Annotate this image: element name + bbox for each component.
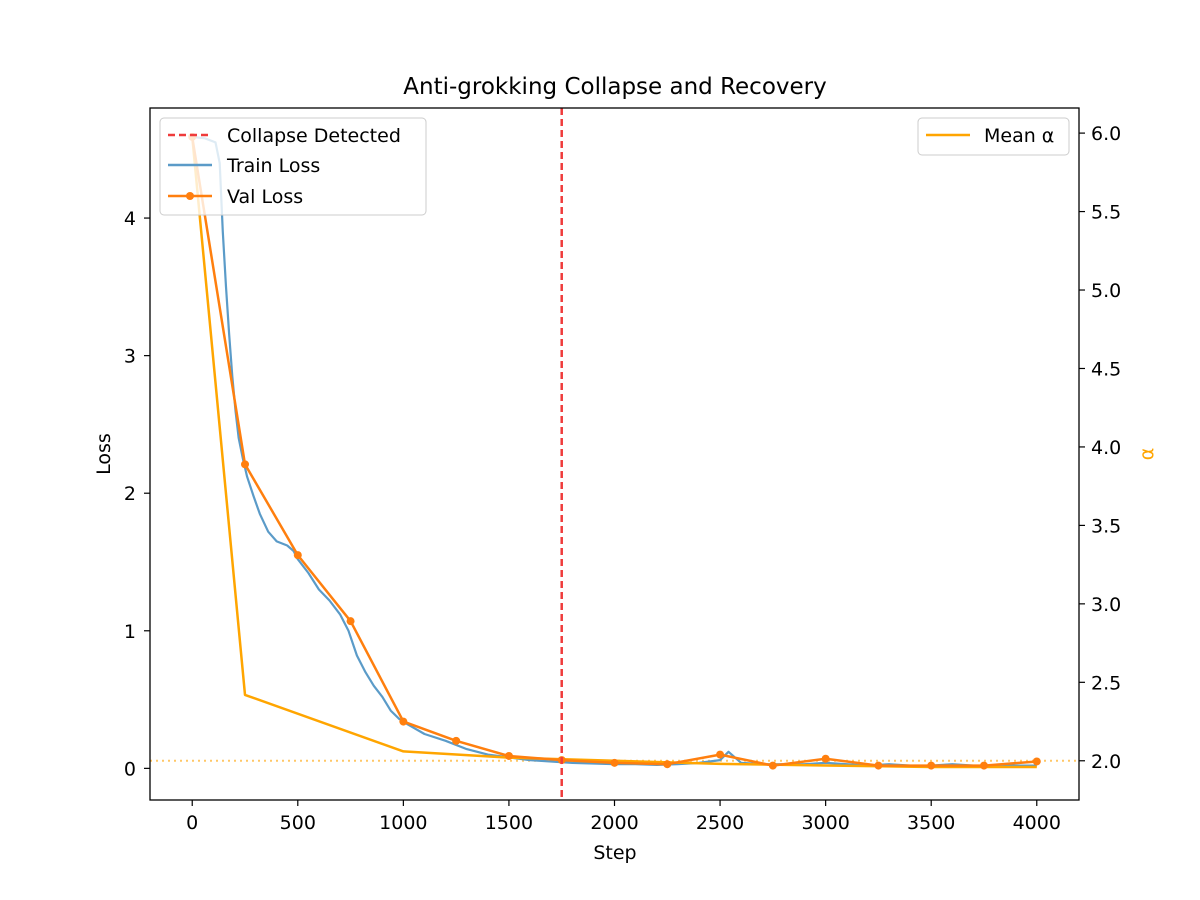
y2-tick-label-3.0: 3.0: [1091, 594, 1121, 616]
y-axis-label: Loss: [93, 433, 115, 475]
legend-right-box: [917, 117, 1070, 156]
x-tick-label-2000: 2000: [590, 812, 638, 834]
val-loss-point-750: [346, 617, 355, 626]
plot-area: [150, 108, 1079, 800]
val-loss-point-2500: [716, 750, 725, 759]
val-loss-point-1500: [504, 751, 513, 760]
x-tick-label-3500: 3500: [907, 812, 955, 834]
y2-tick-label-5.5: 5.5: [1091, 202, 1121, 224]
x-tick-label-1500: 1500: [485, 812, 533, 834]
x-tick-label-4000: 4000: [1013, 812, 1061, 834]
y-axis-left: 0 1 2 3 4: [124, 208, 150, 780]
legend-left-box: [159, 117, 427, 216]
y-tick-label-3: 3: [124, 346, 136, 368]
y-tick-label-4: 4: [124, 208, 136, 230]
val-loss-point-1000: [399, 717, 408, 726]
x-tick-label-3000: 3000: [801, 812, 849, 834]
val-loss-point-2250: [663, 760, 672, 769]
val-loss-point-2750: [768, 761, 777, 770]
y-tick-label-1: 1: [124, 621, 136, 643]
legend-label-train-loss: Train Loss: [226, 155, 320, 177]
y2-tick-label-6.0: 6.0: [1091, 123, 1121, 145]
legend-right: Mean α: [917, 117, 1070, 156]
y2-tick-label-4.0: 4.0: [1091, 437, 1121, 459]
legend-label-mean-alpha: Mean α: [984, 125, 1054, 147]
val-loss-point-500: [293, 551, 302, 560]
y-tick-label-0: 0: [124, 758, 136, 780]
val-loss-point-4000: [1032, 757, 1041, 766]
val-loss-point-3500: [927, 761, 936, 770]
x-tick-label-500: 500: [280, 812, 316, 834]
legend-marker-val-loss: [186, 192, 194, 200]
x-tick-label-0: 0: [186, 812, 198, 834]
y2-tick-label-2.5: 2.5: [1091, 672, 1121, 694]
x-tick-label-2500: 2500: [696, 812, 744, 834]
val-loss-point-3250: [874, 761, 883, 770]
y2-axis-label: α: [1136, 448, 1158, 461]
val-loss-point-2000: [610, 758, 619, 767]
val-loss-point-3000: [821, 754, 830, 763]
chart-title: Anti-grokking Collapse and Recovery: [403, 74, 826, 100]
x-axis: 0 500 1000 1500 2000 2500 3000 3500 4000: [186, 800, 1061, 834]
legend-label-val-loss: Val Loss: [227, 186, 303, 208]
y2-tick-label-4.5: 4.5: [1091, 358, 1121, 380]
legend-label-collapse: Collapse Detected: [227, 125, 401, 147]
y2-tick-label-3.5: 3.5: [1091, 515, 1121, 537]
y2-tick-label-5.0: 5.0: [1091, 280, 1121, 302]
y-tick-label-2: 2: [124, 483, 136, 505]
val-loss-point-3750: [979, 761, 988, 770]
y2-tick-label-2.0: 2.0: [1091, 751, 1121, 773]
legend-left: Collapse Detected Train Loss Val Loss: [159, 117, 427, 216]
y-axis-right: 2.0 2.5 3.0 3.5 4.0 4.5 5.0 5.5 6.0: [1079, 123, 1121, 773]
x-tick-label-1000: 1000: [379, 812, 427, 834]
val-loss-point-250: [241, 460, 250, 469]
x-axis-label: Step: [593, 842, 636, 864]
val-loss-point-1250: [452, 736, 461, 745]
